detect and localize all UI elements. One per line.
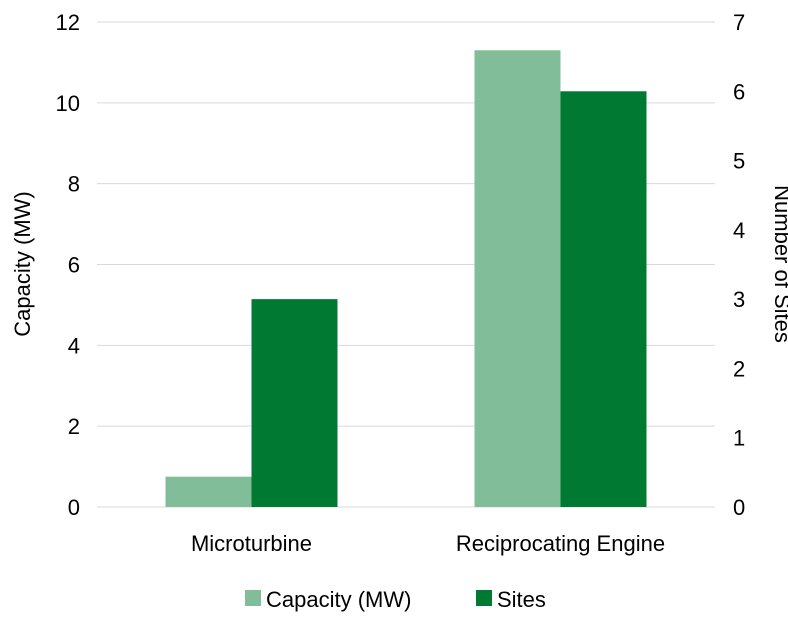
left-tick-label: 2: [68, 414, 80, 439]
right-axis-title: Number of Sites: [770, 185, 788, 343]
right-tick-label: 0: [733, 495, 745, 520]
category-labels: Microturbine Reciprocating Engine: [191, 531, 665, 556]
left-tick-label: 0: [68, 495, 80, 520]
legend-label-sites: Sites: [497, 587, 546, 612]
right-tick-label: 6: [733, 79, 745, 104]
legend-label-capacity: Capacity (MW): [266, 587, 411, 612]
bar-sites-1: [560, 91, 647, 508]
right-tick-label: 3: [733, 287, 745, 312]
category-label: Reciprocating Engine: [456, 531, 665, 556]
legend: Capacity (MW) Sites: [245, 587, 546, 612]
right-tick-label: 1: [733, 426, 745, 451]
right-axis-ticks: 0 1 2 3 4 5 6 7: [733, 10, 745, 520]
right-tick-label: 7: [733, 10, 745, 35]
left-tick-label: 6: [68, 253, 80, 278]
bar-sites-0: [251, 299, 338, 507]
right-tick-label: 2: [733, 356, 745, 381]
right-tick-label: 4: [733, 218, 745, 243]
left-axis-ticks: 0 2 4 6 8 10 12: [56, 10, 80, 520]
bar-capacity-1: [474, 50, 561, 508]
bar-capacity-0: [165, 476, 252, 507]
left-tick-label: 10: [56, 91, 80, 116]
left-tick-label: 12: [56, 10, 80, 35]
left-tick-label: 8: [68, 172, 80, 197]
bars: [165, 50, 647, 508]
gridlines: [97, 21, 715, 508]
category-label: Microturbine: [191, 531, 312, 556]
legend-swatch-capacity: [245, 590, 261, 606]
right-tick-label: 5: [733, 149, 745, 174]
left-axis-title: Capacity (MW): [10, 191, 35, 336]
legend-swatch-sites: [476, 590, 492, 606]
left-tick-label: 4: [68, 333, 80, 358]
